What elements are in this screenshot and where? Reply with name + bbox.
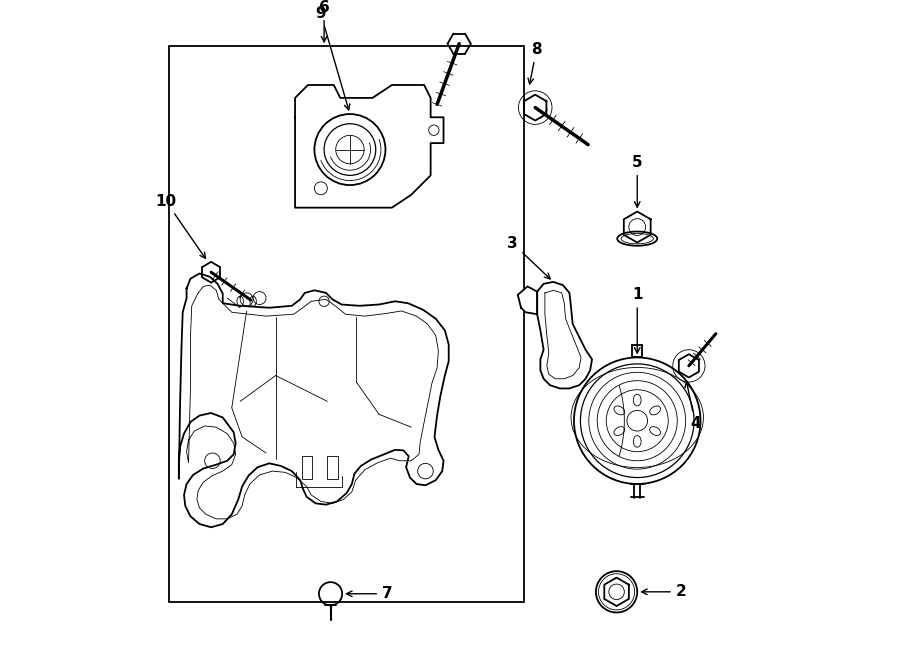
Polygon shape [179,274,449,527]
Text: 9: 9 [316,7,350,110]
Polygon shape [295,85,444,208]
Text: 7: 7 [346,586,392,602]
Text: 6: 6 [319,0,329,42]
Text: 10: 10 [156,194,205,258]
Text: 5: 5 [632,155,643,207]
Text: 2: 2 [642,584,687,600]
Text: 3: 3 [508,236,550,279]
Bar [328,455,338,479]
Text: 4: 4 [685,381,701,432]
Text: 8: 8 [528,42,542,84]
Bar [169,46,524,602]
Polygon shape [518,286,537,314]
Polygon shape [537,282,592,389]
Bar [302,455,311,479]
Text: 1: 1 [632,288,643,353]
